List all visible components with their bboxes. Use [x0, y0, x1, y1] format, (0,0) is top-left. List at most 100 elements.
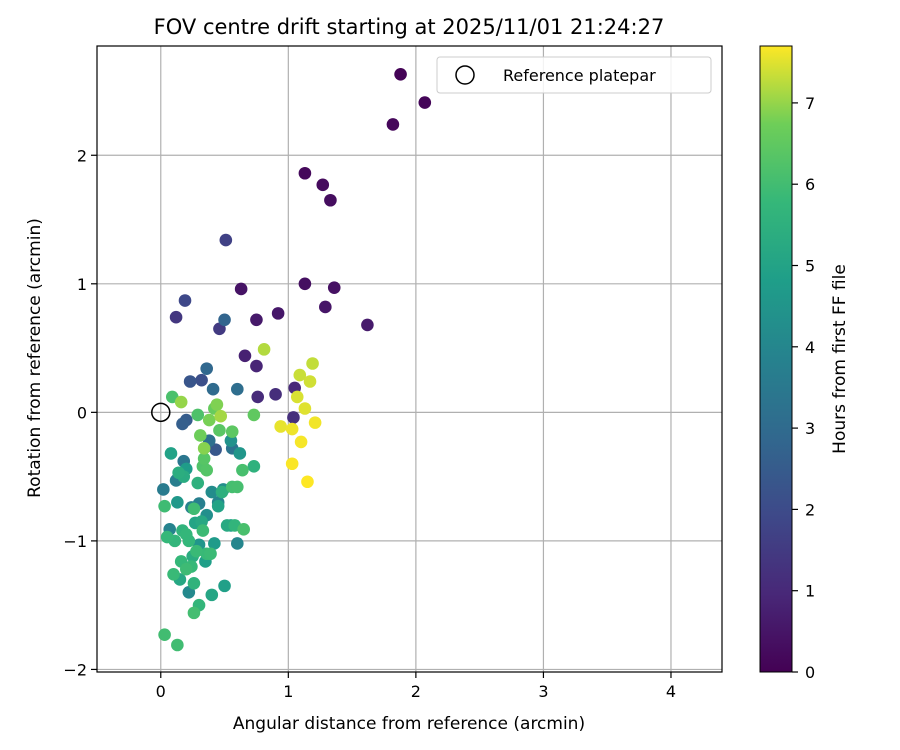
data-point	[169, 310, 183, 324]
data-point	[225, 425, 239, 438]
colorbar-tick-label: 4	[805, 338, 815, 357]
colorbar-label: Hours from first FF file	[830, 264, 850, 454]
y-tick-label: −2	[63, 660, 87, 679]
data-point	[205, 588, 219, 602]
data-point	[174, 395, 188, 409]
colorbar-tick-label: 3	[805, 419, 815, 438]
data-point	[191, 408, 205, 422]
legend-label: Reference platepar	[503, 66, 656, 85]
data-point	[158, 499, 171, 513]
data-point	[206, 382, 220, 396]
data-point	[187, 606, 201, 620]
data-point	[293, 368, 307, 382]
data-point	[202, 413, 216, 427]
data-point	[274, 420, 287, 433]
reference-marker-layer	[151, 402, 171, 423]
data-point	[171, 496, 184, 509]
colorbar-ticks: 0 1 2 3 4 5 6 7	[792, 94, 815, 682]
data-point	[238, 349, 252, 363]
data-point	[418, 96, 432, 109]
data-point	[190, 544, 203, 558]
data-point	[231, 537, 244, 550]
data-point	[316, 178, 330, 192]
data-point	[386, 118, 400, 131]
colorbar-tick-label: 7	[805, 94, 815, 113]
data-point	[178, 294, 192, 307]
colorbar-tick-label: 2	[805, 500, 815, 519]
data-point	[250, 313, 263, 327]
data-point	[271, 307, 285, 320]
y-tick-label: 0	[77, 403, 87, 422]
legend: Reference platepar	[436, 56, 712, 94]
data-point	[251, 390, 265, 404]
data-point	[234, 282, 248, 296]
data-point	[319, 300, 332, 314]
colorbar-tick-label: 0	[805, 663, 815, 682]
y-tick-label: 2	[77, 146, 87, 165]
data-point	[308, 416, 322, 429]
data-point	[197, 442, 211, 455]
data-point	[211, 499, 225, 513]
data-point	[237, 523, 250, 536]
x-tick-label: 4	[666, 682, 676, 701]
data-point	[219, 233, 233, 247]
data-point	[196, 524, 210, 537]
data-point	[287, 411, 300, 424]
data-point	[171, 638, 184, 652]
data-point	[158, 628, 171, 642]
data-point	[187, 502, 201, 516]
y-tick-label: −1	[63, 532, 87, 551]
plot-frame	[96, 45, 723, 673]
data-point	[218, 313, 231, 327]
data-point	[200, 362, 213, 375]
colorbar-tick-label: 6	[805, 175, 815, 194]
data-point	[269, 388, 282, 401]
data-point	[213, 424, 226, 437]
data-point	[183, 375, 197, 388]
data-point	[303, 375, 317, 388]
data-point	[394, 67, 407, 81]
x-tick-label: 2	[411, 682, 421, 701]
data-point	[167, 568, 180, 581]
data-point	[301, 475, 314, 489]
data-point	[290, 390, 304, 404]
data-point	[298, 277, 312, 291]
data-point	[306, 357, 319, 370]
colorbar-tick-label: 1	[805, 582, 815, 601]
data-point	[179, 528, 193, 541]
colorbar-gradient	[759, 45, 793, 673]
data-point	[172, 466, 185, 480]
data-point	[187, 577, 201, 590]
data-point	[218, 579, 231, 593]
data-point	[157, 483, 170, 496]
data-point	[294, 435, 308, 449]
data-point	[361, 318, 374, 332]
data-point	[200, 463, 213, 477]
data-point	[160, 530, 174, 544]
data-point	[231, 382, 244, 396]
data-point	[209, 443, 222, 456]
data-point	[215, 485, 229, 499]
data-point	[250, 359, 263, 373]
y-tick-label: 1	[77, 275, 87, 294]
colorbar-tick-label: 5	[805, 257, 815, 276]
data-point	[327, 281, 341, 294]
data-point	[214, 409, 228, 423]
reference-marker	[151, 402, 171, 423]
data-point	[236, 463, 249, 477]
data-point	[285, 422, 299, 436]
data-point	[324, 193, 337, 207]
data-point	[231, 480, 244, 494]
data-point	[208, 537, 221, 550]
data-point	[204, 547, 217, 561]
data-point	[285, 457, 299, 471]
x-tick-label: 1	[283, 682, 293, 701]
data-point	[205, 485, 219, 499]
y-axis-label: Rotation from reference (arcmin)	[25, 218, 45, 498]
data-point	[247, 408, 261, 422]
legend-box	[436, 56, 712, 94]
data-point	[195, 373, 208, 387]
data-point	[247, 460, 261, 473]
data-point	[197, 452, 211, 465]
